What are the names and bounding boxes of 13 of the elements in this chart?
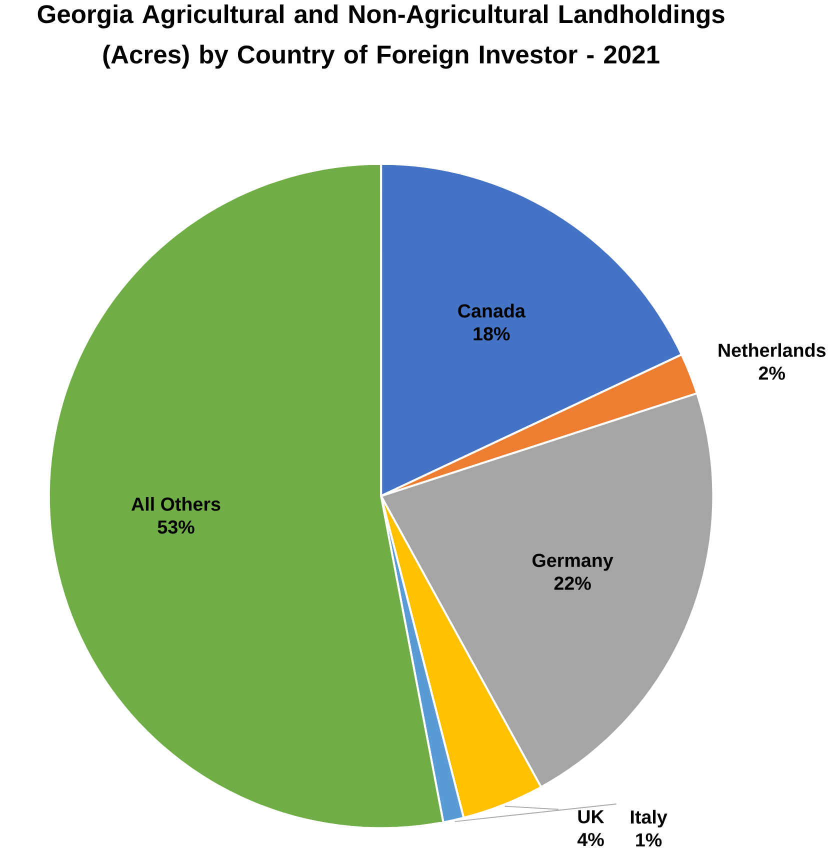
slice-label: All Others [132,497,220,511]
slice-label: Italy [631,810,668,828]
chart-title: Georgia Agricultural and Non-Agricultural Landholdings (Acres) by Country of Foreign Investor - 2021 [38,4,724,69]
data-label: 2% [759,366,786,380]
slice-label: Netherlands [718,343,826,357]
data-label: 4% [578,832,604,846]
data-label: 53% [158,520,194,534]
slice-label: Canada [458,304,526,318]
slice-label: Germany [532,554,614,571]
slice-label: UK [578,810,604,824]
data-label: 1% [636,833,662,847]
data-label: 22% [554,576,592,590]
data-label: 18% [474,327,510,340]
